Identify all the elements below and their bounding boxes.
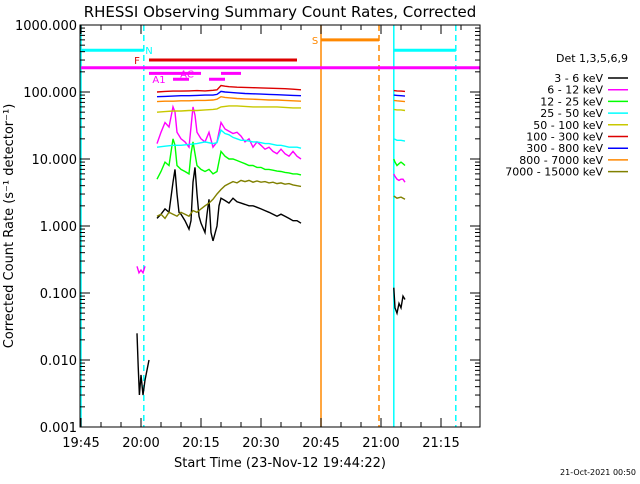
series-line: [156, 105, 301, 113]
x-tick-label: 20:30: [242, 436, 279, 451]
legend-label: 6 - 12 keV: [547, 84, 603, 97]
chart-title: RHESSI Observing Summary Count Rates, Co…: [84, 3, 477, 21]
x-tick-label: 21:15: [422, 436, 459, 451]
x-tick-label: 20:45: [302, 436, 339, 451]
axes: 19:45 20:00 20:15 20:30 20:45 21:00 21:15 1000.…: [15, 19, 480, 451]
flag-label: F: [134, 56, 140, 67]
y-tick-label: 1.000: [40, 220, 77, 235]
series-line: [156, 138, 302, 180]
y-tick-label: 10.000: [32, 153, 78, 168]
series-line: [156, 128, 302, 149]
y-tick-label: 1000.000: [15, 19, 77, 34]
x-tick-label: 21:00: [362, 436, 399, 451]
series-line: [393, 158, 406, 167]
legend-label: 3 - 6 keV: [554, 72, 603, 85]
legend-label: 25 - 50 keV: [540, 107, 603, 120]
series-line: [156, 104, 302, 160]
legend-title: Det 1,3,5,6,9: [556, 52, 628, 65]
series-line: [393, 94, 406, 97]
legend-label: 100 - 300 keV: [526, 131, 603, 144]
legend-label: 800 - 7000 keV: [519, 154, 603, 167]
series-line: [393, 99, 406, 103]
series-line: [156, 179, 302, 220]
series-line: [393, 138, 406, 142]
flag-bars: N S F AC A1: [81, 36, 480, 86]
series-line: [156, 90, 302, 98]
y-tick-label: 0.010: [40, 354, 77, 369]
x-tick-label: 20:00: [122, 436, 159, 451]
series-line: [136, 266, 146, 275]
x-axis-label: Start Time (23-Nov-12 19:44:22): [174, 456, 386, 471]
series-line: [393, 89, 406, 93]
x-tick-label: 19:45: [62, 436, 99, 451]
series-line: [156, 95, 302, 103]
series-line: [136, 333, 150, 396]
flag-label: A1: [152, 75, 165, 86]
flag-label: AC: [180, 69, 194, 80]
series-line: [393, 287, 406, 316]
legend-label: 50 - 100 keV: [533, 119, 603, 132]
y-tick-label: 0.001: [40, 421, 77, 436]
flag-label: N: [145, 46, 152, 57]
series-line: [393, 108, 406, 112]
series-line: [393, 195, 406, 200]
footer-date: 21-Oct-2021 00:50: [560, 468, 636, 477]
series-lines: [136, 84, 406, 396]
x-tick-label: 20:15: [182, 436, 219, 451]
series-line: [156, 84, 302, 93]
series-line: [393, 173, 406, 183]
y-tick-label: 100.000: [23, 86, 77, 101]
legend-label: 12 - 25 keV: [540, 95, 603, 108]
y-axis-label: Corrected Count Rate (s⁻¹ detector⁻¹): [2, 104, 17, 349]
y-tick-label: 0.100: [40, 287, 77, 302]
legend-label: 7000 - 15000 keV: [505, 166, 603, 179]
legend-label: 300 - 800 keV: [526, 142, 603, 155]
flag-label: S: [312, 36, 318, 47]
